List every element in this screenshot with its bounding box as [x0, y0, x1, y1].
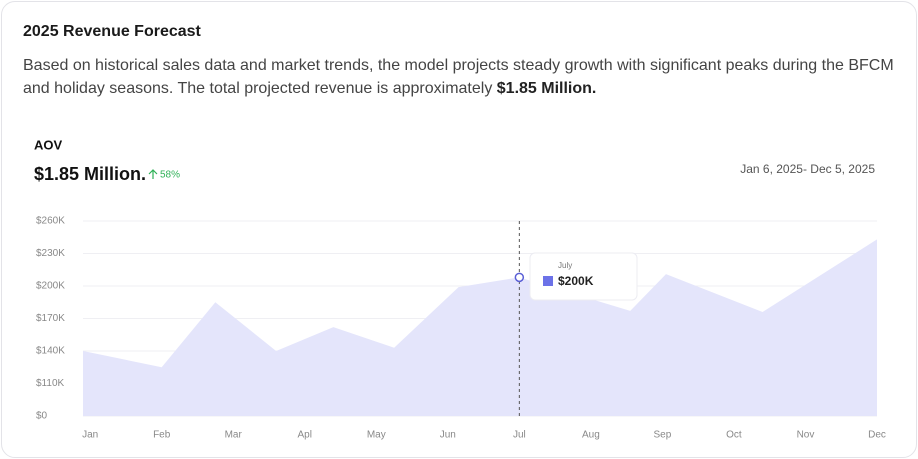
y-tick-label: $260K — [36, 216, 65, 227]
x-tick-label: Feb — [153, 430, 171, 441]
tooltip-box — [529, 252, 638, 301]
y-tick-label: $170K — [36, 313, 65, 324]
up-arrow — [148, 169, 158, 179]
y-tick-label: $200K — [36, 281, 65, 292]
tooltip-value: $200K — [558, 274, 594, 288]
tooltip-label: July — [558, 261, 572, 270]
change: 58% — [160, 170, 180, 181]
x-tick-label: Nov — [797, 430, 815, 441]
x-tick-label: Oct — [726, 430, 742, 441]
x-tick-label: Jun — [440, 430, 456, 441]
y-tick-label: $0 — [36, 411, 48, 422]
description-text: Based on historical sales data and marke… — [23, 57, 894, 97]
x-tick-label: Sep — [654, 430, 672, 441]
y-tick-label: $140K — [36, 346, 65, 357]
x-tick-label: Mar — [225, 430, 243, 441]
x-tick-label: Aug — [582, 430, 600, 441]
x-tick-label: Dec — [868, 430, 886, 441]
date-range: Jan 6, 2025- Dec 5, 2025 — [740, 162, 875, 176]
x-tick-label: Jan — [82, 430, 98, 441]
y-tick-label: $110K — [36, 378, 65, 389]
highlight-point — [514, 272, 525, 283]
x-tick-label: Apl — [298, 430, 312, 441]
tooltip-swatch — [543, 276, 553, 286]
x-tick-label: Jul — [513, 430, 526, 441]
description: Based on historical sales data and marke… — [23, 54, 908, 100]
tooltip: July $200K — [529, 252, 638, 301]
x-tick-label: May — [367, 430, 386, 441]
y-tick-label: $230K — [36, 248, 65, 259]
card-title: 2025 Revenue Forecast — [23, 23, 201, 40]
description-highlight: $1.85 Million. — [496, 80, 597, 97]
chart-total: $1.85 Million. — [34, 164, 146, 184]
chart-title: AOV — [34, 137, 63, 152]
area — [83, 239, 877, 416]
